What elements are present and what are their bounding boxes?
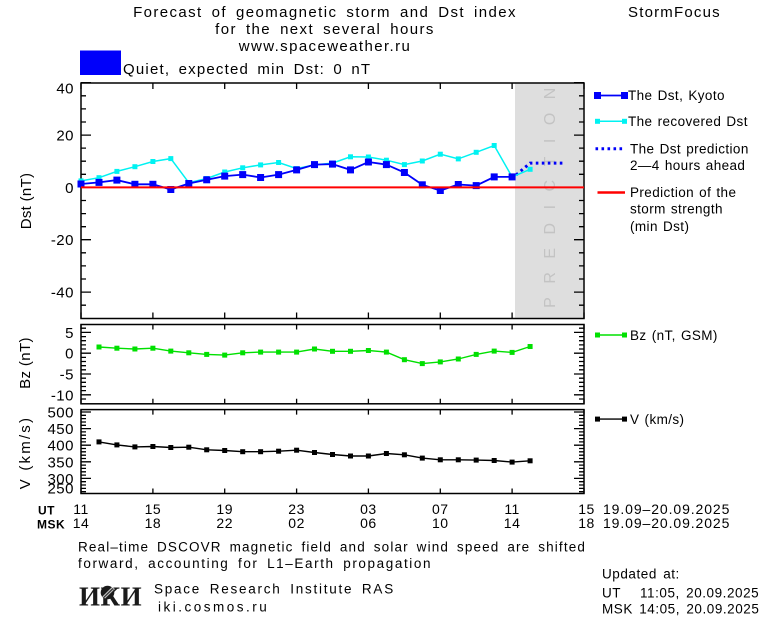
svg-text:300: 300 [47,471,74,488]
svg-text:18: 18 [578,515,595,531]
svg-text:The Dst, Kyoto: The Dst, Kyoto [628,88,725,103]
svg-text:400: 400 [47,438,74,455]
svg-text:-10: -10 [51,387,74,404]
svg-text:02: 02 [288,515,305,531]
svg-text:19.09–20.09.2025: 19.09–20.09.2025 [603,501,730,517]
svg-text:Quiet, expected min Dst: 0 nT: Quiet, expected min Dst: 0 nT [123,61,371,78]
svg-text:-20: -20 [51,232,74,249]
svg-text:40: 40 [56,81,74,98]
svg-text:20: 20 [56,128,74,145]
svg-text:UT: UT [38,504,55,518]
svg-text:MSK: MSK [37,518,65,532]
svg-text:5: 5 [65,325,74,342]
svg-text:-40: -40 [51,285,74,302]
svg-text:19: 19 [216,501,233,517]
svg-text:Prediction of the: Prediction of the [630,185,736,200]
svg-text:(min Dst): (min Dst) [630,219,689,234]
svg-text:250: 250 [47,481,74,498]
svg-text:Dst (nT): Dst (nT) [18,173,35,230]
svg-text:15: 15 [145,501,162,517]
svg-text:for the next several hours: for the next several hours [215,21,435,38]
svg-text:V (km/s): V (km/s) [630,412,684,427]
svg-text:Updated at:: Updated at: [602,567,680,582]
svg-text:14: 14 [73,515,90,531]
svg-text:Space Research Institute RAS: Space Research Institute RAS [154,582,395,597]
svg-text:18: 18 [145,515,162,531]
svg-text:0: 0 [65,346,74,363]
svg-text:Real–time DSCOVR magnetic fiel: Real–time DSCOVR magnetic field and sola… [78,540,586,555]
svg-text:forward, accounting for L1–Ear: forward, accounting for L1–Earth propaga… [78,556,432,571]
svg-text:07: 07 [432,501,449,517]
svg-text:iki.cosmos.ru: iki.cosmos.ru [158,600,269,615]
svg-text:350: 350 [47,454,74,471]
svg-text:storm strength: storm strength [630,202,723,217]
svg-text:Bz (nT, GSM): Bz (nT, GSM) [630,328,718,343]
svg-text:2—4 hours ahead: 2—4 hours ahead [630,158,745,173]
svg-text:15: 15 [578,501,595,517]
svg-text:10: 10 [432,515,449,531]
svg-text:Forecast of geomagnetic storm: Forecast of geomagnetic storm and Dst in… [133,4,517,21]
svg-text:-5: -5 [60,367,74,384]
svg-text:22: 22 [216,515,233,531]
svg-text:14: 14 [504,515,521,531]
svg-text:23: 23 [288,501,305,517]
svg-text:03: 03 [360,501,377,517]
svg-text:11: 11 [504,501,520,517]
svg-text:19.09–20.09.2025: 19.09–20.09.2025 [603,515,730,531]
svg-text:450: 450 [47,421,74,438]
svg-text:Bz (nT): Bz (nT) [17,337,34,389]
svg-text:The Dst prediction: The Dst prediction [630,142,749,157]
svg-text:The recovered Dst: The recovered Dst [628,114,748,129]
svg-text:06: 06 [360,515,377,531]
svg-text:MSK 14:05, 20.09.2025: MSK 14:05, 20.09.2025 [602,602,759,617]
svg-text:V (km/s): V (km/s) [17,416,34,489]
svg-text:11: 11 [73,501,89,517]
svg-text:www.spaceweather.ru: www.spaceweather.ru [238,38,412,55]
svg-text:UT 11:05, 20.09.2025: UT 11:05, 20.09.2025 [602,586,759,601]
svg-text:PREDICTION: PREDICTION [542,74,559,308]
svg-text:StormFocus: StormFocus [628,4,721,21]
svg-text:500: 500 [47,405,74,422]
svg-text:0: 0 [65,180,74,197]
